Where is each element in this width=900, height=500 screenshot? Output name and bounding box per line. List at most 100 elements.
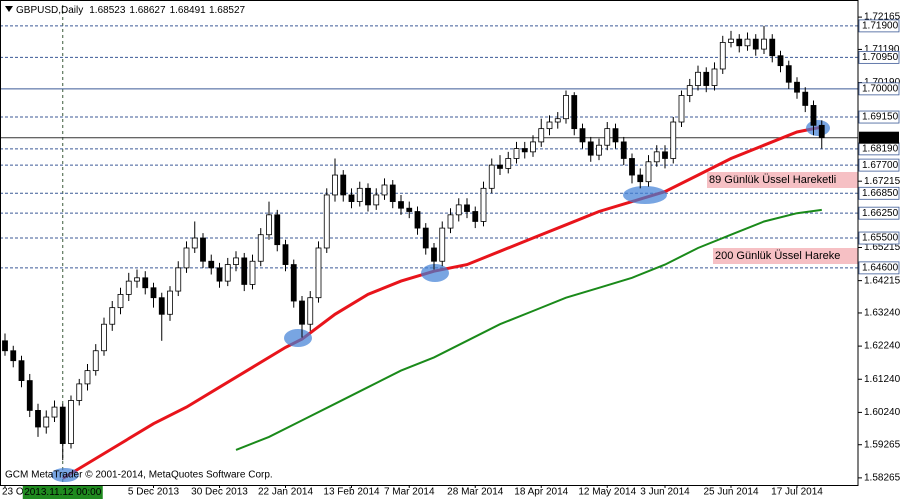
candle-body [686,85,693,96]
candle-body [257,234,264,262]
candle-body [431,247,437,262]
candle-body [596,144,602,156]
candle-body [406,207,413,212]
candle-body [752,38,759,50]
candle-body [191,237,198,249]
candle-body [381,184,388,196]
candle-body [307,297,314,325]
candle-body [340,174,347,196]
candle-body [175,267,182,292]
candle-body [653,151,660,163]
candle-body [389,184,396,202]
level-label-box [858,50,900,64]
price-axis: 1.721651.711901.701901.672151.652151.642… [858,12,900,484]
candle-body [563,95,569,120]
level-label-box [858,261,900,275]
candle-body [18,360,25,381]
candle-body [604,128,611,146]
candle-body [513,148,520,159]
candle-body [818,124,825,138]
moving-average-line [235,208,822,451]
last-price-box [859,131,899,144]
x-tick-label: 5 Dec 2013 [128,487,180,498]
candle-body [538,128,545,143]
annotation-background [713,248,858,264]
candle-body [571,95,578,130]
candle-body [521,148,528,153]
candle-body [332,174,338,196]
highlight-ellipse [806,120,830,136]
highlight-ellipse [421,264,449,282]
y-tick-label: 1.62240 [864,341,900,352]
candle-body [587,141,594,156]
candle-body [736,38,743,47]
x-tick-label: 3 Jun 2014 [640,487,690,498]
x-tick-label: 25 Jun 2014 [703,487,758,498]
x-tick-label: 17 Jul 2014 [771,487,823,498]
candle-body [348,194,355,202]
candle-body [35,410,41,428]
candle-body [629,158,635,176]
candle-body [645,161,652,183]
candle-body [472,211,479,222]
symbol: GBPUSD,Daily [16,5,83,16]
y-tick-label: 1.58265 [864,473,900,484]
candle-body [455,204,462,216]
candle-body [233,257,239,265]
candle-body [810,105,817,126]
level-label: 1.71900 [862,21,899,32]
candle-body [26,380,33,411]
header-value: 1.68491 [170,5,207,16]
level-label-box [858,82,900,96]
x-tick-label: 13 Feb 2014 [323,487,380,498]
candle-body [785,65,792,83]
candle-body [670,121,677,159]
x-tick-label: 12 May 2014 [578,487,636,498]
candle-body [92,350,99,372]
candle-body [208,260,215,269]
candle-body [398,201,404,209]
candle-body [266,214,272,236]
y-tick-label: 1.61240 [864,374,900,385]
candle-body [109,307,116,325]
candle-body [777,55,784,67]
candle-body [365,187,371,206]
candle-body [612,128,619,143]
candle-body [356,187,363,202]
candle-body [224,264,231,282]
header-triangle [5,6,13,12]
highlight-ellipse [51,468,79,482]
candle-body [158,297,165,315]
candle-body [282,244,289,265]
candle-body [464,204,470,212]
y-tick-label: 1.67215 [864,176,900,187]
candle-body [554,118,561,123]
candle-body [59,406,66,444]
candle-body [249,260,256,285]
candle-body [761,38,767,50]
candle-body [315,247,322,299]
candle-body [711,68,718,86]
candle-body [142,277,149,289]
candle-body [373,194,380,206]
candle-body [10,350,17,362]
level-label: 1.65500 [862,233,899,244]
header-value: 1.68527 [209,5,246,16]
level-label-box [858,206,900,220]
candle-body [728,38,734,43]
plot-frame [0,0,859,486]
level-label: 1.67700 [862,160,899,171]
level-label-box [858,186,900,200]
candle-body [76,383,83,401]
crosshair-label-box [22,486,103,499]
x-tick-label: 22 Jan 2014 [258,487,313,498]
last-price-label: 1.68527 [862,132,899,143]
candle-body [695,71,701,86]
level-label-box [858,19,900,33]
level-label: 1.64600 [862,263,899,274]
candle-body [620,141,627,159]
chart-header: GBPUSD,Daily 1.68523 1.68627 1.68491 1.68527 [5,5,246,16]
candle-body [794,81,800,93]
level-label: 1.66850 [862,188,899,199]
candle-body [579,128,586,143]
